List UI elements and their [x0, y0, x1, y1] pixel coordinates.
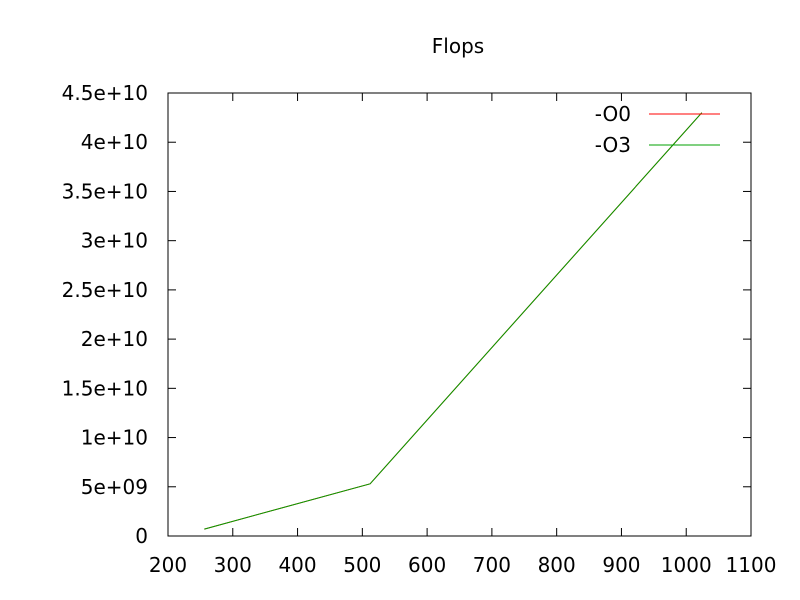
x-tick-label: 700 — [473, 553, 511, 577]
x-tick-label: 500 — [343, 553, 381, 577]
y-tick-label: 2e+10 — [81, 327, 148, 351]
x-tick-label: 900 — [602, 553, 640, 577]
y-tick-label: 0 — [135, 524, 148, 548]
x-tick-label: 600 — [408, 553, 446, 577]
y-tick-label: 1e+10 — [81, 426, 148, 450]
chart-title: Flops — [432, 34, 484, 58]
y-tick-label: 5e+09 — [81, 475, 148, 499]
y-tick-label: 1.5e+10 — [62, 376, 148, 400]
y-tick-label: 3.5e+10 — [62, 179, 148, 203]
y-tick-label: 4e+10 — [81, 130, 148, 154]
x-axis: 200 300 400 500 600 700 800 900 1000 1100 — [149, 93, 777, 577]
x-tick-label: 400 — [278, 553, 316, 577]
legend-label: -O3 — [595, 133, 631, 157]
x-tick-label: 1000 — [661, 553, 712, 577]
x-tick-label: 200 — [149, 553, 187, 577]
series-line-o0 — [204, 112, 703, 530]
y-tick-label: 3e+10 — [81, 229, 148, 253]
plot-border — [167, 92, 752, 537]
series-line-o3 — [204, 112, 703, 530]
x-tick-label: 1100 — [726, 553, 777, 577]
series-lines — [204, 112, 703, 530]
y-axis: 0 5e+09 1e+10 1.5e+10 2e+10 2.5e+10 3e+10 3.5e+… — [62, 81, 751, 548]
legend: -O0-O3 — [595, 102, 720, 157]
legend-label: -O0 — [595, 102, 631, 126]
plot-frame — [167, 92, 752, 537]
y-tick-label: 2.5e+10 — [62, 278, 148, 302]
y-tick-label: 4.5e+10 — [62, 81, 148, 105]
x-tick-label: 300 — [214, 553, 252, 577]
x-tick-label: 800 — [538, 553, 576, 577]
